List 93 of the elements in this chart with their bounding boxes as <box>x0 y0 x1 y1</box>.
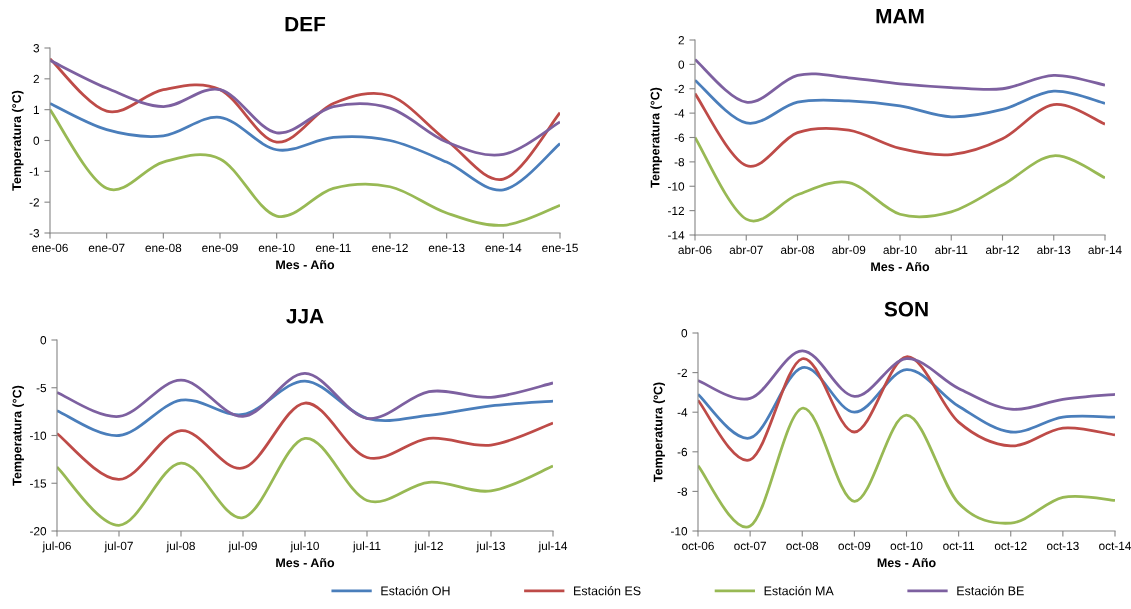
x-tick-label: abr-13 <box>1037 245 1071 255</box>
x-tick-label: oct-14 <box>1099 541 1131 551</box>
x-tick-label: jul-14 <box>538 541 568 553</box>
x-tick-label: ene-15 <box>542 243 578 253</box>
line-series <box>695 78 1105 125</box>
line-series <box>57 401 553 481</box>
x-tick-label: jul-12 <box>414 541 443 553</box>
y-tick-label: -2 <box>677 368 687 377</box>
y-tick-label: -3 <box>29 229 40 238</box>
x-tick-label: ene-11 <box>315 243 351 253</box>
x-tick-label: abr-11 <box>935 245 968 255</box>
legend-label: Estación OH <box>381 585 450 596</box>
x-tick-label: abr-14 <box>1088 245 1122 255</box>
line-series <box>50 58 560 157</box>
x-tick-label: oct-12 <box>994 541 1027 551</box>
chart-title: JJA <box>286 309 324 324</box>
x-tick-label: oct-08 <box>786 541 819 551</box>
legend-label: Estación BE <box>957 585 1024 596</box>
x-tick-label: oct-06 <box>682 541 714 551</box>
x-tick-label: jul-10 <box>290 541 319 553</box>
y-tick-label: -20 <box>30 527 47 536</box>
x-tick-label: ene-14 <box>485 243 522 253</box>
chart-title: DEF <box>285 17 326 32</box>
y-tick-label: 0 <box>681 329 688 338</box>
x-tick-label: oct-11 <box>943 541 975 551</box>
y-tick-label: 0 <box>678 60 685 69</box>
x-tick-label: abr-06 <box>678 245 712 255</box>
x-tick-label: ene-07 <box>88 243 125 253</box>
y-tick-label: -10 <box>30 431 47 440</box>
line-series <box>57 372 553 420</box>
line-series <box>695 92 1105 168</box>
legend-label: Estación MA <box>764 585 834 596</box>
x-tick-label: ene-13 <box>428 243 465 253</box>
y-axis-title: Temperatura (°C) <box>12 385 24 486</box>
y-tick-label: -1 <box>29 167 40 176</box>
y-tick-label: -6 <box>674 133 685 142</box>
y-tick-label: 2 <box>678 36 684 45</box>
y-tick-label: -2 <box>29 198 39 207</box>
y-tick-label: -4 <box>677 408 688 417</box>
x-tick-label: ene-12 <box>372 243 408 253</box>
y-tick-label: -4 <box>674 109 685 118</box>
y-tick-label: -8 <box>674 157 685 167</box>
chart-title: SON <box>884 301 928 317</box>
y-tick-label: -14 <box>668 231 685 240</box>
y-tick-label: -8 <box>677 487 688 496</box>
y-axis-title: Temperatura (ºC) <box>653 382 665 482</box>
line-series <box>695 58 1105 104</box>
x-tick-label: jul-09 <box>228 541 257 553</box>
x-tick-label: abr-07 <box>729 245 763 255</box>
x-tick-label: jul-13 <box>476 541 505 553</box>
x-axis-title: Mes - Año <box>276 558 335 568</box>
x-tick-label: abr-10 <box>883 245 917 255</box>
x-tick-label: abr-08 <box>780 245 815 255</box>
y-tick-label: 2 <box>33 74 39 84</box>
y-tick-label: 0 <box>40 336 47 345</box>
x-tick-label: ene-09 <box>202 243 238 253</box>
x-tick-label: ene-06 <box>32 243 68 253</box>
x-axis-title: Mes - Año <box>871 262 930 272</box>
line-series <box>50 102 560 192</box>
x-tick-label: oct-07 <box>734 541 766 551</box>
y-tick-label: 0 <box>33 136 40 145</box>
y-axis-title: Temperatura (°C) <box>650 87 662 188</box>
y-tick-label: -15 <box>30 479 47 488</box>
x-tick-label: oct-10 <box>890 541 923 551</box>
y-tick-label: 3 <box>33 44 40 53</box>
x-tick-label: jul-06 <box>42 541 71 553</box>
y-axis-title: Temperatura (°C) <box>11 90 24 191</box>
x-tick-label: jul-07 <box>104 541 133 553</box>
line-series <box>698 349 1115 411</box>
legend-label: Estación ES <box>574 585 641 596</box>
x-axis-title: Mes - Año <box>877 558 936 568</box>
x-tick-label: abr-12 <box>985 245 1019 255</box>
line-series <box>50 108 560 227</box>
x-tick-label: oct-09 <box>838 541 871 551</box>
x-tick-label: ene-08 <box>145 243 182 253</box>
x-tick-label: ene-10 <box>258 243 295 253</box>
line-series <box>50 57 560 181</box>
y-tick-label: 1 <box>33 105 40 114</box>
y-tick-label: -12 <box>668 206 684 215</box>
line-series <box>57 436 553 527</box>
y-tick-label: -10 <box>671 527 688 536</box>
x-tick-label: oct-13 <box>1046 541 1079 551</box>
y-tick-label: -6 <box>677 447 688 457</box>
x-axis-title: Mes - Año <box>276 260 335 270</box>
chart-title: MAM <box>876 9 924 24</box>
x-tick-label: abr-09 <box>832 245 866 255</box>
y-tick-label: -2 <box>674 84 684 94</box>
x-tick-label: jul-11 <box>352 541 381 553</box>
y-tick-label: -5 <box>36 383 47 393</box>
line-series <box>698 366 1115 440</box>
y-tick-label: -10 <box>668 182 685 191</box>
x-tick-label: jul-08 <box>166 541 195 553</box>
line-series <box>698 355 1115 462</box>
